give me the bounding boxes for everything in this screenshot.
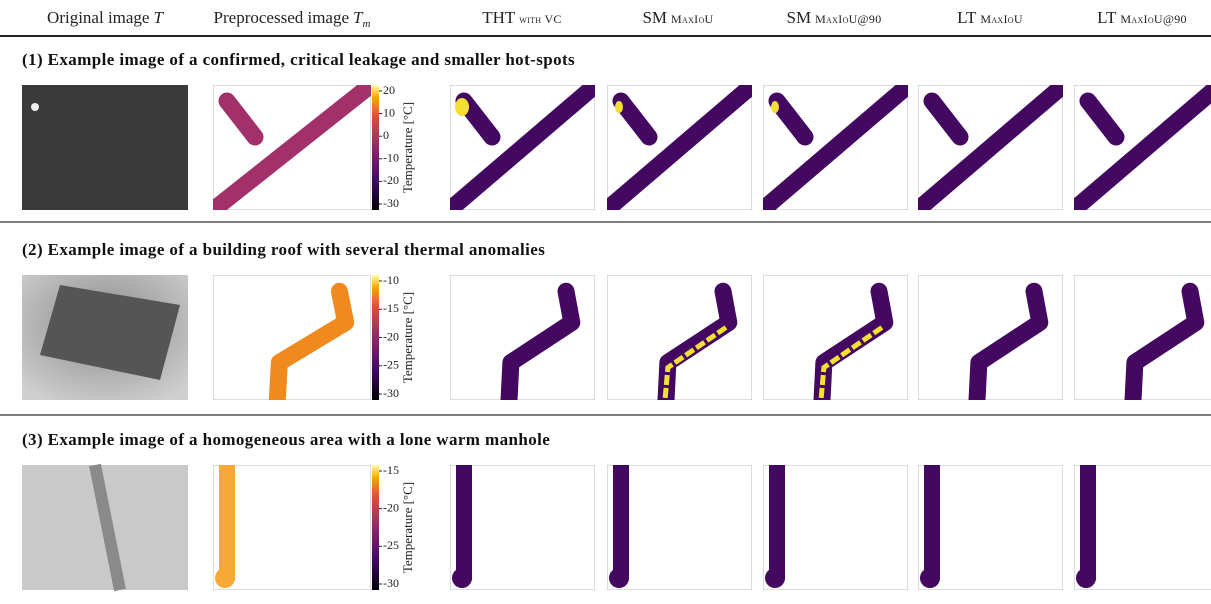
colorbar-tick-label: -10: [383, 151, 399, 165]
colorbar: [372, 465, 379, 590]
header-subscript: m: [363, 18, 371, 30]
header-math: T: [153, 8, 162, 27]
mask-image: [753, 77, 918, 218]
mask-image: [763, 275, 908, 420]
mask-image: [597, 77, 762, 218]
colorbar-tick-label: -25: [383, 538, 399, 552]
row-title: (1) Example image of a confirmed, critic…: [22, 50, 575, 70]
header-text: THT: [482, 8, 515, 27]
colorbar-tick-label: -20: [383, 500, 399, 514]
colorbar-label: Temperature [°C]: [400, 292, 415, 383]
header-text: SM: [642, 8, 667, 27]
mask-image: [1074, 455, 1211, 590]
header-method: MaxIoU: [980, 12, 1022, 26]
header-text: LT: [1097, 8, 1116, 27]
preprocessed-image: [203, 77, 381, 218]
manhole: [215, 568, 235, 588]
mask-image: [440, 77, 605, 218]
header-method: MaxIoU@90: [815, 12, 881, 26]
colorbar: [372, 275, 379, 400]
manhole: [609, 568, 629, 588]
header-text: LT: [957, 8, 976, 27]
colorbar-tick-label: -30: [383, 386, 399, 400]
frame: [213, 465, 371, 590]
mask-image: [1064, 77, 1211, 218]
manhole: [765, 568, 785, 588]
colorbar-tick-label: -25: [383, 358, 399, 372]
colorbar-tick-label: 10: [383, 105, 395, 119]
header-text: Original image: [47, 8, 149, 27]
colorbar-tick-label: -10: [383, 273, 399, 287]
mask-image: [607, 455, 752, 590]
colorbar-label: Temperature [°C]: [400, 482, 415, 573]
original-image: [22, 85, 188, 210]
column-header: THT with VC: [482, 8, 561, 28]
preprocessed-image: [213, 275, 371, 420]
colorbar-tick-label: -30: [383, 576, 399, 590]
colorbar-tick-label: -20: [383, 173, 399, 187]
header-method: with VC: [519, 12, 561, 26]
hot-spot: [455, 98, 469, 116]
mask-image: [607, 275, 752, 420]
column-header: LT MaxIoU: [957, 8, 1023, 28]
colorbar-tick-label: -20: [383, 329, 399, 343]
hot-spot: [771, 101, 779, 113]
mask-image: [1074, 275, 1211, 420]
colorbar: [372, 85, 379, 210]
column-header: LT MaxIoU@90: [1097, 8, 1187, 28]
row-title: (3) Example image of a homogeneous area …: [22, 430, 550, 450]
colorbar-tick-label: 20: [383, 83, 395, 97]
header-method: MaxIoU@90: [1120, 12, 1186, 26]
mask-image: [908, 77, 1073, 218]
mask-image: [918, 275, 1063, 420]
manhole: [452, 568, 472, 588]
colorbar-tick-label: -30: [383, 196, 399, 210]
colorbar-tick-label: 0: [383, 128, 389, 142]
mask-image: [450, 455, 595, 590]
header-method: MaxIoU: [671, 12, 713, 26]
mask-image: [450, 275, 595, 420]
column-header: SM MaxIoU: [642, 8, 713, 28]
mask-image: [918, 455, 1063, 590]
page: 20100-10-20-30Temperature [°C]-10-15-20-…: [0, 0, 1211, 604]
colorbar-label: Temperature [°C]: [400, 102, 415, 193]
figure: 20100-10-20-30Temperature [°C]-10-15-20-…: [0, 0, 1211, 604]
row-title: (2) Example image of a building roof wit…: [22, 240, 545, 260]
header-text: Preprocessed image: [214, 8, 349, 27]
bright-spot: [31, 103, 39, 111]
header-math: T: [353, 8, 362, 27]
hot-spot: [615, 101, 623, 113]
manhole: [920, 568, 940, 588]
header-text: SM: [787, 8, 812, 27]
mask-image: [763, 455, 908, 590]
colorbar-tick-label: -15: [383, 301, 399, 315]
manhole: [1076, 568, 1096, 588]
colorbar-tick-label: -15: [383, 463, 399, 477]
preprocessed-image: [213, 455, 371, 590]
